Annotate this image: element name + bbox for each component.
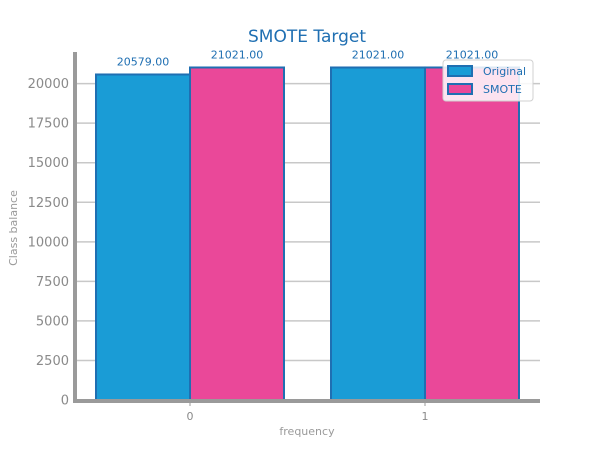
y-tick-label: 2500	[36, 354, 69, 369]
data-label: 21021.00	[352, 48, 405, 61]
y-tick-label: 0	[61, 394, 69, 409]
y-axis-label: Class balance	[7, 190, 20, 266]
legend-swatch-original	[447, 65, 473, 77]
y-tick-label: 12500	[28, 196, 69, 211]
bar-original-1	[330, 66, 426, 402]
y-tick-label: 5000	[36, 314, 69, 329]
x-tick-label: 1	[422, 410, 429, 423]
y-tick-label: 17500	[28, 117, 69, 132]
data-labels: 20579.00 21021.00 21021.00 21021.00	[117, 48, 499, 68]
y-tick-label: 7500	[36, 275, 69, 290]
bar-smote-0	[189, 66, 285, 402]
axes	[73, 52, 540, 403]
y-tick-label: 20000	[28, 77, 69, 92]
legend: Original SMOTE	[442, 59, 534, 102]
legend-label-original: Original	[483, 65, 526, 78]
bar-smote-1	[424, 66, 520, 402]
legend-swatch-smote	[447, 83, 473, 95]
x-axis-label: frequency	[279, 425, 335, 438]
bars	[95, 66, 520, 402]
legend-label-smote: SMOTE	[483, 83, 522, 96]
data-label: 20579.00	[117, 55, 170, 68]
y-tick-label: 10000	[28, 235, 69, 250]
x-tick-label: 0	[187, 410, 194, 423]
chart-title: SMOTE Target	[248, 27, 366, 47]
bar-original-0	[95, 73, 191, 402]
data-label: 21021.00	[211, 48, 264, 61]
y-tick-label: 15000	[28, 156, 69, 171]
data-label: 21021.00	[446, 48, 499, 61]
y-ticks: 0 2500 5000 7500 10000 12500 15000 17500 20000	[28, 77, 69, 408]
